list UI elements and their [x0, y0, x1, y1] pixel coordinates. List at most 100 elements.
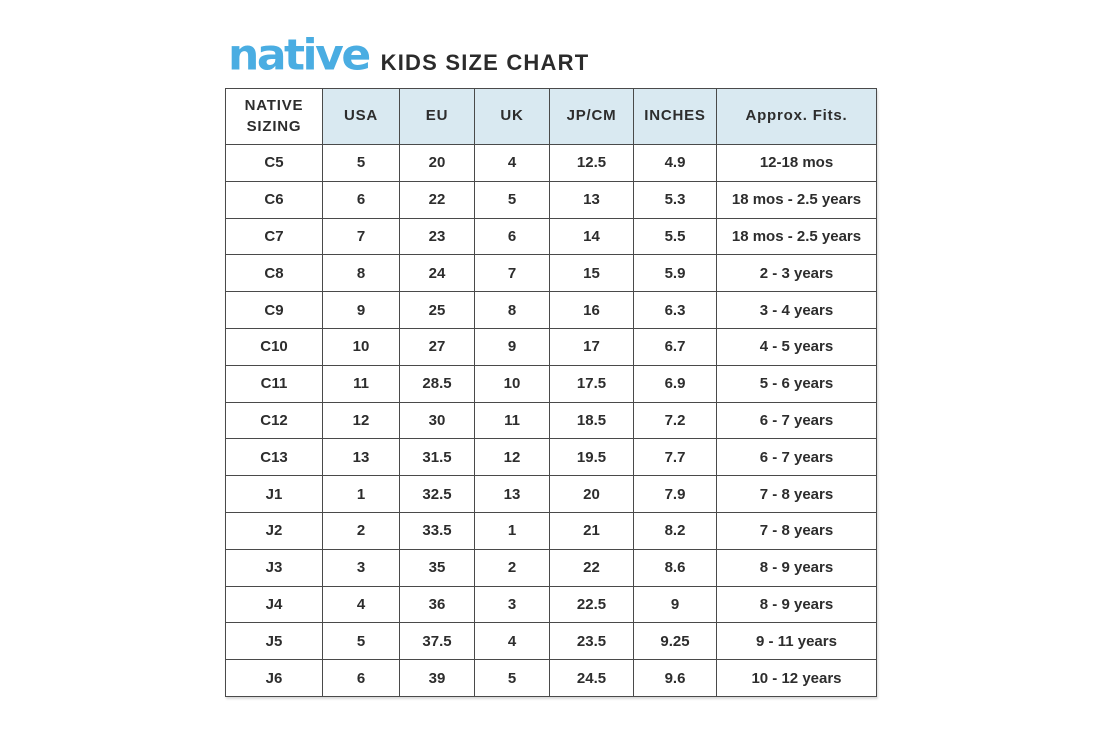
table-cell: 9.6 [633, 659, 717, 697]
column-header: JP/CM [549, 88, 634, 145]
table-cell: 32.5 [399, 475, 475, 513]
table-row: C8 8 24 7 15 5.9 2 - 3 years [225, 254, 877, 293]
table-cell: C8 [225, 254, 323, 293]
table-cell: 7.2 [633, 401, 717, 440]
table-cell: 9 [633, 585, 717, 624]
table-cell: 13 [322, 438, 400, 477]
table-cell: J2 [225, 511, 323, 550]
table-cell: 17.5 [549, 364, 634, 403]
table-cell: 10 [322, 327, 400, 366]
table-cell: 9.25 [633, 622, 717, 661]
table-cell: 6 [474, 217, 550, 256]
table-cell: 5 [322, 622, 400, 661]
table-cell: 24.5 [549, 659, 634, 697]
table-cell: 22 [399, 180, 475, 219]
table-cell: 28.5 [399, 364, 475, 403]
table-cell: 14 [549, 217, 634, 256]
table-cell: 18 mos - 2.5 years [716, 180, 877, 219]
table-cell: 8 [474, 291, 550, 329]
table-cell: J6 [225, 659, 323, 697]
table-cell: 31.5 [399, 438, 475, 477]
table-cell: 35 [399, 548, 475, 587]
table-cell: 5.3 [633, 180, 717, 219]
table-cell: 7.7 [633, 438, 717, 477]
table-cell: 13 [549, 180, 634, 219]
table-cell: 5.5 [633, 217, 717, 256]
table-cell: 4 - 5 years [716, 327, 877, 366]
column-header: Approx. Fits. [716, 88, 877, 145]
table-cell: C11 [225, 364, 323, 403]
table-row: C9 9 25 8 16 6.3 3 - 4 years [225, 291, 877, 329]
table-cell: 8.2 [633, 511, 717, 550]
table-cell: 16 [549, 291, 634, 329]
table-cell: 5 [474, 659, 550, 697]
table-cell: 23 [399, 217, 475, 256]
table-row: C10 10 27 9 17 6.7 4 - 5 years [225, 327, 877, 366]
table-cell: 15 [549, 254, 634, 293]
table-cell: 33.5 [399, 511, 475, 550]
table-cell: 7 - 8 years [716, 475, 877, 513]
table-cell: J5 [225, 622, 323, 661]
table-cell: 19.5 [549, 438, 634, 477]
table-cell: 7 [474, 254, 550, 293]
table-cell: J3 [225, 548, 323, 587]
table-cell: 5.9 [633, 254, 717, 293]
table-cell: 20 [549, 475, 634, 513]
column-header: UK [474, 88, 550, 145]
column-header: USA [322, 88, 400, 145]
table-cell: 8 - 9 years [716, 548, 877, 587]
page-title: KIDS SIZE CHART [380, 50, 590, 75]
table-cell: 36 [399, 585, 475, 624]
table-cell: 7 - 8 years [716, 511, 877, 550]
table-row: J1 1 32.5 13 20 7.9 7 - 8 years [225, 475, 877, 513]
table-cell: 6 [322, 659, 400, 697]
table-cell: 5 [474, 180, 550, 219]
table-cell: 24 [399, 254, 475, 293]
table-cell: 4.9 [633, 144, 717, 182]
table-cell: 4 [474, 622, 550, 661]
table-cell: 6 - 7 years [716, 401, 877, 440]
table-row: C7 7 23 6 14 5.5 18 mos - 2.5 years [225, 217, 877, 256]
table-cell: 9 [322, 291, 400, 329]
column-header: NATIVE SIZING [225, 88, 323, 145]
table-cell: 13 [474, 475, 550, 513]
table-cell: 23.5 [549, 622, 634, 661]
table-cell: J1 [225, 475, 323, 513]
table-cell: 27 [399, 327, 475, 366]
table-cell: C5 [225, 144, 323, 182]
table-cell: 6.9 [633, 364, 717, 403]
table-cell: 22 [549, 548, 634, 587]
table-cell: 2 [322, 511, 400, 550]
table-cell: 2 [474, 548, 550, 587]
header-row: NATIVE SIZING USA EU UK JP/CM INCHES Approx. F… [225, 88, 877, 145]
table-row: J6 6 39 5 24.5 9.6 10 - 12 years [225, 659, 877, 697]
table-row: C12 12 30 11 18.5 7.2 6 - 7 years [225, 401, 877, 440]
table-cell: 3 [474, 585, 550, 624]
table-row: C13 13 31.5 12 19.5 7.7 6 - 7 years [225, 438, 877, 477]
table-cell: 30 [399, 401, 475, 440]
table-cell: C10 [225, 327, 323, 366]
column-header: INCHES [633, 88, 717, 145]
table-cell: 3 - 4 years [716, 291, 877, 329]
table-cell: 21 [549, 511, 634, 550]
table-cell: 7.9 [633, 475, 717, 513]
table-cell: 7 [322, 217, 400, 256]
table-cell: 5 - 6 years [716, 364, 877, 403]
table-cell: C13 [225, 438, 323, 477]
table-cell: 6.7 [633, 327, 717, 366]
table-cell: 20 [399, 144, 475, 182]
native-logo: native [228, 30, 371, 81]
table-body: C5 5 20 4 12.5 4.9 12-18 mos C6 6 22 5 13 5.3 18 mos … [225, 144, 877, 697]
table-cell: 17 [549, 327, 634, 366]
table-cell: 8 - 9 years [716, 585, 877, 624]
table-row: C6 6 22 5 13 5.3 18 mos - 2.5 years [225, 180, 877, 219]
table-cell: 37.5 [399, 622, 475, 661]
table-row: C5 5 20 4 12.5 4.9 12-18 mos [225, 144, 877, 182]
table-cell: 11 [474, 401, 550, 440]
table-cell: 18.5 [549, 401, 634, 440]
table-cell: 39 [399, 659, 475, 697]
table-cell: 8.6 [633, 548, 717, 587]
table-cell: 4 [474, 144, 550, 182]
table-cell: C9 [225, 291, 323, 329]
